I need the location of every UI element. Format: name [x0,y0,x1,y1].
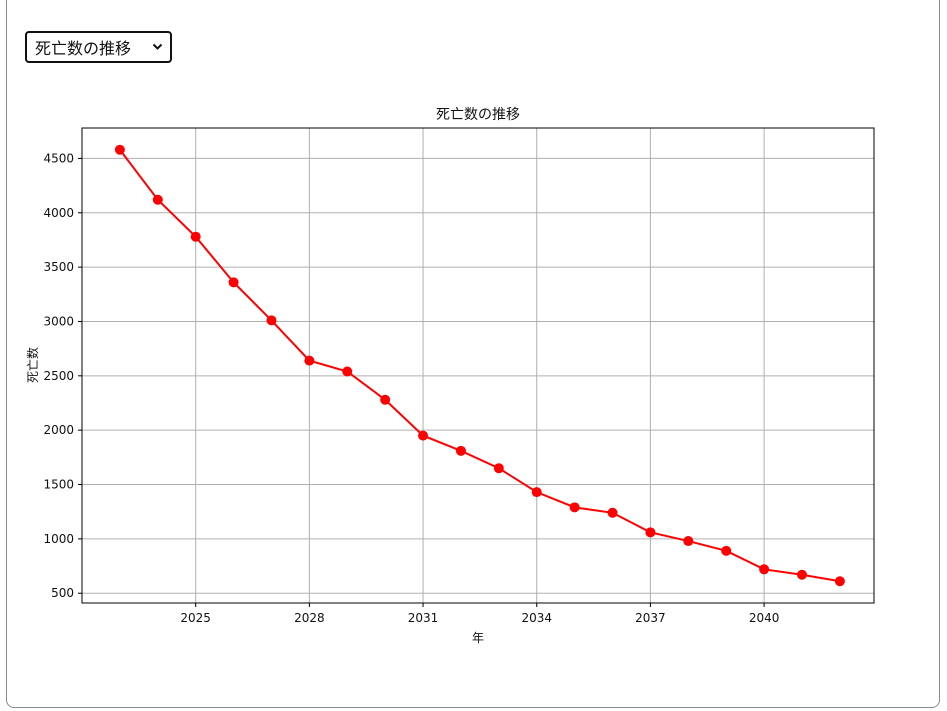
chart-select-dropdown[interactable]: 死亡数の推移 [25,31,172,63]
y-axis-label: 死亡数 [25,347,40,383]
data-point [190,231,201,242]
y-tick-label: 4500 [43,151,74,165]
y-tick-label: 500 [51,586,74,600]
x-tick-label: 2040 [749,611,780,625]
y-tick-label: 1500 [43,478,74,492]
data-point [607,507,618,518]
x-tick-label: 2031 [408,611,439,625]
data-point [645,527,656,538]
chart-title: 死亡数の推移 [436,107,520,123]
series-line [119,149,841,583]
data-point [455,445,466,456]
y-tick-label: 2500 [43,369,74,383]
data-point [834,576,845,587]
y-tick-label: 3000 [43,314,74,328]
data-point [114,144,125,155]
data-point [569,502,580,513]
grid-lines [82,128,874,603]
x-tick-label: 2034 [521,611,552,625]
data-point [380,394,391,405]
chart-select-value: 死亡数の推移 [35,39,132,58]
data-point [683,536,694,547]
axis-ticks: 2025 2028 2031 2034 2037 2040 500 1000 1500 2000 2… [43,151,779,625]
x-tick-label: 2025 [180,611,211,625]
data-point [797,569,807,580]
series-death-count [114,144,845,587]
content-frame [6,0,940,708]
chevron-down-icon [152,43,163,50]
y-tick-label: 3500 [43,260,74,274]
x-tick-label: 2028 [294,611,325,625]
data-point [531,487,542,498]
data-point [493,463,504,474]
data-point [342,366,353,377]
y-tick-label: 2000 [43,423,74,437]
data-point [759,564,770,575]
data-point [721,545,732,556]
y-tick-label: 1000 [43,532,74,546]
x-axis-label: 年 [472,631,484,645]
data-point [304,355,315,366]
data-point [152,194,163,205]
x-tick-label: 2037 [635,611,666,625]
data-point [266,315,277,326]
data-point [418,430,429,441]
data-point [228,277,239,288]
y-tick-label: 4000 [43,206,74,220]
plot-area-frame [81,127,875,604]
